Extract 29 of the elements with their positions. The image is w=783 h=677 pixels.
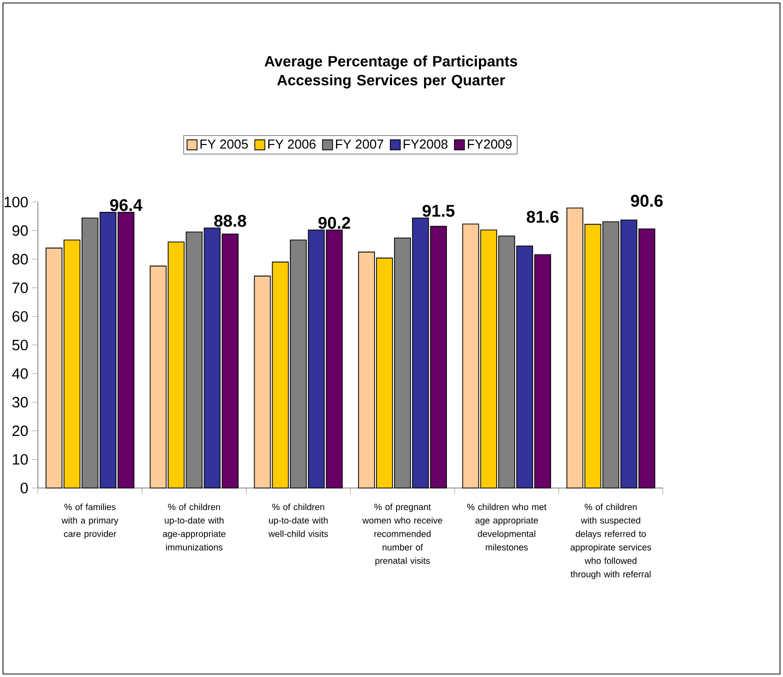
x-tick-label: % of families with a primary care provider [62,504,118,539]
data-label: 90.6 [630,194,663,207]
legend-label: FY 2007 [336,140,384,149]
x-tick-label: % of children with suspected delays referred to appropirate services who followed through with referral [570,504,652,580]
data-label: 96.4 [110,199,142,212]
data-label: 81.6 [526,210,559,223]
legend-label: FY2008 [404,140,448,149]
y-tick-label: 30 [12,396,28,408]
legend-label: FY 2005 [200,140,248,149]
x-tick-label: % children who met age appropriate developmental milestones [467,504,546,550]
y-tick-label: 80 [12,254,28,264]
x-tick-label: % of children up-to-date with well-child visits [268,504,328,538]
y-tick-label: 20 [12,426,28,436]
data-label: 91.5 [422,204,455,217]
data-label: 90.2 [318,216,350,229]
x-tick-label: % of pregnant women who receive recommended number of prenatal visits [362,504,442,566]
y-tick-label: 50 [12,340,28,350]
y-tick-label: 70 [12,282,28,294]
data-label: 88.8 [214,214,246,227]
x-tick-label: % of children up-to-date with age-appropriate immunizations [162,504,226,550]
y-tick-label: 0 [20,482,28,494]
legend-label: FY2009 [468,140,512,149]
legend-label: FY 2006 [268,140,316,149]
y-tick-label: 90 [12,225,28,236]
y-tick-label: 10 [12,454,28,465]
y-tick-label: 60 [12,311,28,322]
y-tick-label: 40 [12,368,28,379]
y-tick-label: 100 [4,196,28,208]
chart-title: Average Percentage of Participants Accessing Services per Quarter [264,56,518,88]
